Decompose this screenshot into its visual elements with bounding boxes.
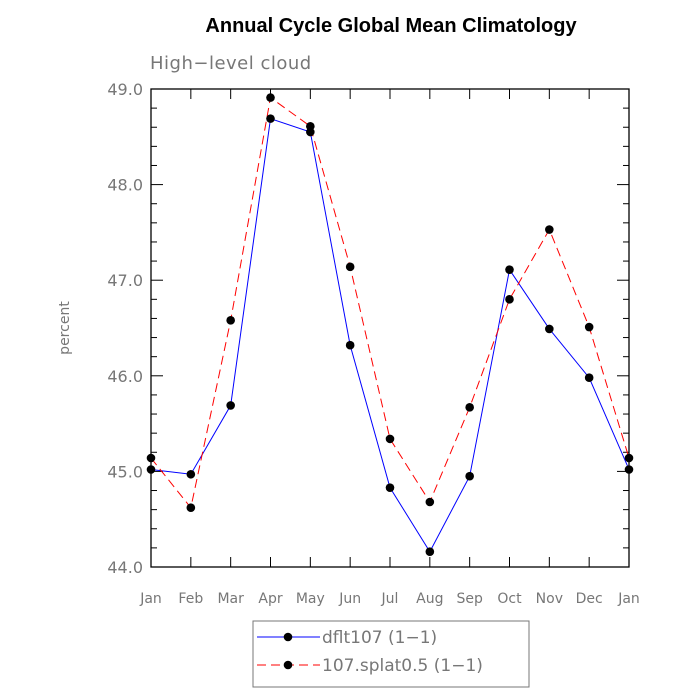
series-1-point xyxy=(146,465,156,474)
legend-label-1: dflt107 (1−1) xyxy=(322,628,437,648)
series-1-point xyxy=(505,265,514,274)
x-tick-labels: Jan Feb Mar Apr May Jun Jul Aug Sep Oct Nov Dec Jan xyxy=(139,591,640,607)
plot-frame xyxy=(150,88,630,568)
y-tick-label: 47.0 xyxy=(107,271,143,290)
series-layer xyxy=(146,93,634,557)
chart-subtitle: High−level cloud xyxy=(150,53,312,74)
series-2-point xyxy=(624,453,634,463)
series-1-point xyxy=(385,483,395,492)
legend-box xyxy=(252,620,530,688)
series-2-point xyxy=(186,503,196,513)
series-2-point xyxy=(146,453,156,463)
series-1-point xyxy=(345,340,355,350)
series-2-point xyxy=(425,497,435,507)
series-1-point xyxy=(266,114,275,123)
x-tick-label: Nov xyxy=(536,591,563,607)
x-tick-label: Jun xyxy=(338,591,361,607)
series-1-point xyxy=(545,324,554,334)
series-2-point xyxy=(306,121,315,131)
series-2-point xyxy=(584,322,594,332)
y-tick-label: 44.0 xyxy=(107,558,143,577)
x-tick-label: Aug xyxy=(416,591,443,607)
x-tick-label: Jul xyxy=(381,591,399,607)
x-tick-label: Jan xyxy=(139,591,162,607)
x-tick-label: Feb xyxy=(178,591,203,607)
series-2-point xyxy=(345,262,355,272)
series-2-point xyxy=(465,403,474,412)
series-1-point xyxy=(465,471,474,481)
x-tick-label: May xyxy=(296,591,325,607)
y-tick-label: 46.0 xyxy=(107,367,143,386)
series-1-point xyxy=(584,373,594,383)
x-tick-label: Oct xyxy=(497,591,522,607)
series-2-point xyxy=(226,316,235,325)
y-axis-label: percent xyxy=(57,301,73,355)
x-tick-label: Sep xyxy=(456,591,483,607)
series-1-point xyxy=(226,401,235,410)
x-tick-label: Mar xyxy=(217,591,244,607)
series-2-point xyxy=(505,295,514,304)
axis-ticks xyxy=(150,88,630,568)
legend: dflt107 (1−1) 107.splat0.5 (1−1) xyxy=(252,620,530,688)
legend-marker-2 xyxy=(283,660,293,670)
series-line-2 xyxy=(150,96,630,509)
x-tick-label: Jan xyxy=(617,591,640,607)
x-tick-label: Apr xyxy=(258,591,282,607)
series-2-point xyxy=(545,225,554,234)
y-tick-label: 45.0 xyxy=(107,462,143,481)
series-2-point xyxy=(385,434,395,444)
y-tick-label: 49.0 xyxy=(107,80,143,99)
x-tick-label: Dec xyxy=(576,591,603,607)
y-tick-labels: 44.0 45.0 46.0 47.0 48.0 49.0 xyxy=(107,80,143,577)
series-1-point xyxy=(425,547,435,557)
series-1-point xyxy=(624,465,634,474)
legend-marker-1 xyxy=(283,632,293,642)
chart-title: Annual Cycle Global Mean Climatology xyxy=(205,15,577,37)
y-tick-label: 48.0 xyxy=(107,176,143,195)
series-1-point xyxy=(186,469,196,479)
legend-label-2: 107.splat0.5 (1−1) xyxy=(322,656,483,676)
series-2-point xyxy=(266,93,275,102)
